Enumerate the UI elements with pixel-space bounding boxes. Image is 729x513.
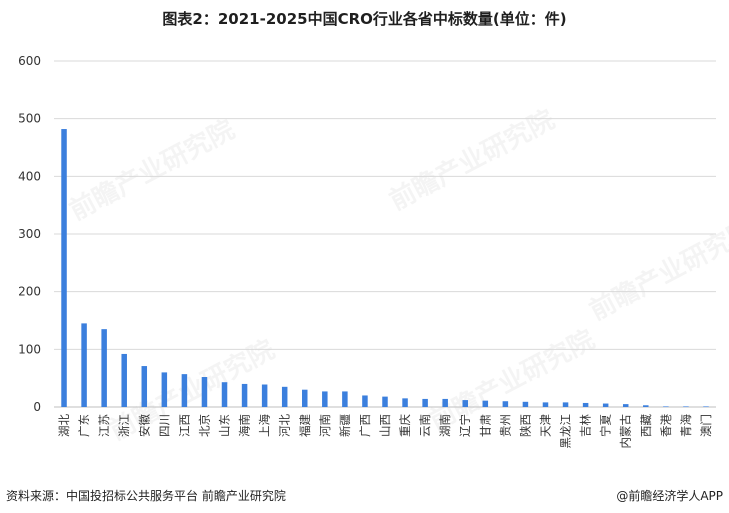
y-tick-label: 400 [18,169,41,183]
x-tick-label: 江苏 [97,414,111,437]
source-note: 资料来源：中国投招标公共服务平台 前瞻产业研究院 [6,489,286,503]
x-tick-label: 重庆 [398,414,412,437]
bar-西藏 [643,405,649,407]
bar-陕西 [522,401,529,407]
x-axis-ticks: 湖北 广东 江苏 浙江 安徽 四川 江西 北京 山东 海南 上海 河北 福建 河南 新疆 广西 山西 重庆 云南 湖南… [57,414,713,449]
bar-广东 [81,323,87,407]
gridlines [54,60,716,408]
y-tick-label: 300 [18,227,41,241]
x-tick-label: 广东 [77,414,91,437]
bar-河南 [322,391,328,407]
x-tick-label: 澳门 [699,414,713,437]
bar-黑龙江 [562,402,569,407]
y-tick-label: 100 [18,342,41,356]
x-tick-label: 山东 [218,414,232,437]
x-tick-label: 安徽 [137,414,151,437]
x-tick-label: 浙江 [117,414,131,437]
bar-重庆 [402,398,408,407]
x-tick-label: 甘肃 [478,414,492,437]
x-tick-label: 天津 [538,414,552,437]
bar-云南 [422,398,428,407]
bar-chart: 0 100 200 300 400 500 600 湖北 广东 江苏 浙江 安徽 四川 江西 北京 山东 海南… [18,54,716,449]
bar-河北 [281,386,288,407]
x-tick-label: 山西 [378,414,392,437]
x-tick-label: 青海 [679,414,693,437]
chart-title: 图表2：2021-2025中国CRO行业各省中标数量(单位：件) [162,10,567,28]
bar-湖南 [442,398,448,407]
x-tick-label: 新疆 [338,414,352,437]
x-tick-label: 吉林 [579,414,593,437]
bar-宁夏 [602,403,609,407]
bar-新疆 [342,391,348,407]
x-tick-label: 香港 [659,414,673,437]
x-tick-label: 上海 [258,414,272,437]
y-tick-label: 600 [18,54,41,68]
bar-青海 [683,406,689,408]
bar-四川 [161,372,168,407]
bar-天津 [542,402,549,407]
x-tick-label: 广西 [358,414,372,437]
x-tick-label: 海南 [238,414,252,437]
bar-湖北 [61,129,67,407]
bar-福建 [302,389,308,407]
bar-甘肃 [482,400,489,407]
bar-山东 [221,382,228,407]
x-tick-label: 黑龙江 [559,414,573,449]
x-tick-label: 云南 [418,414,432,437]
y-tick-label: 0 [33,400,41,414]
x-tick-label: 陕西 [518,414,532,437]
x-tick-label: 湖北 [57,414,71,437]
bar-香港 [663,406,669,408]
x-tick-label: 西藏 [639,414,653,437]
bars [61,129,709,408]
x-tick-label: 江西 [177,414,191,437]
x-tick-label: 四川 [157,414,171,437]
bar-澳门 [703,406,709,408]
brand-credit: @前瞻经济学人APP [616,489,723,503]
x-tick-label: 内蒙古 [619,414,633,449]
bar-海南 [241,383,248,407]
x-tick-label: 辽宁 [458,414,472,437]
y-axis-ticks: 0 100 200 300 400 500 600 [18,54,41,414]
bar-辽宁 [462,400,468,407]
x-tick-label: 福建 [298,414,312,437]
x-tick-label: 河北 [278,414,292,437]
bar-广西 [362,395,368,407]
x-tick-label: 宁夏 [599,414,613,437]
x-tick-label: 贵州 [498,414,512,437]
bar-山西 [382,396,388,407]
bar-上海 [261,384,268,407]
bar-江苏 [101,329,107,407]
x-tick-label: 北京 [197,414,211,437]
bar-吉林 [582,402,589,407]
x-tick-label: 湖南 [438,414,452,437]
bar-北京 [201,377,208,407]
bar-贵州 [502,401,509,407]
y-tick-label: 500 [18,112,41,126]
x-tick-label: 河南 [318,414,332,437]
bar-浙江 [121,353,127,407]
bar-江西 [181,374,188,407]
bar-内蒙古 [622,404,629,407]
bar-安徽 [141,366,148,407]
y-tick-label: 200 [18,285,41,299]
